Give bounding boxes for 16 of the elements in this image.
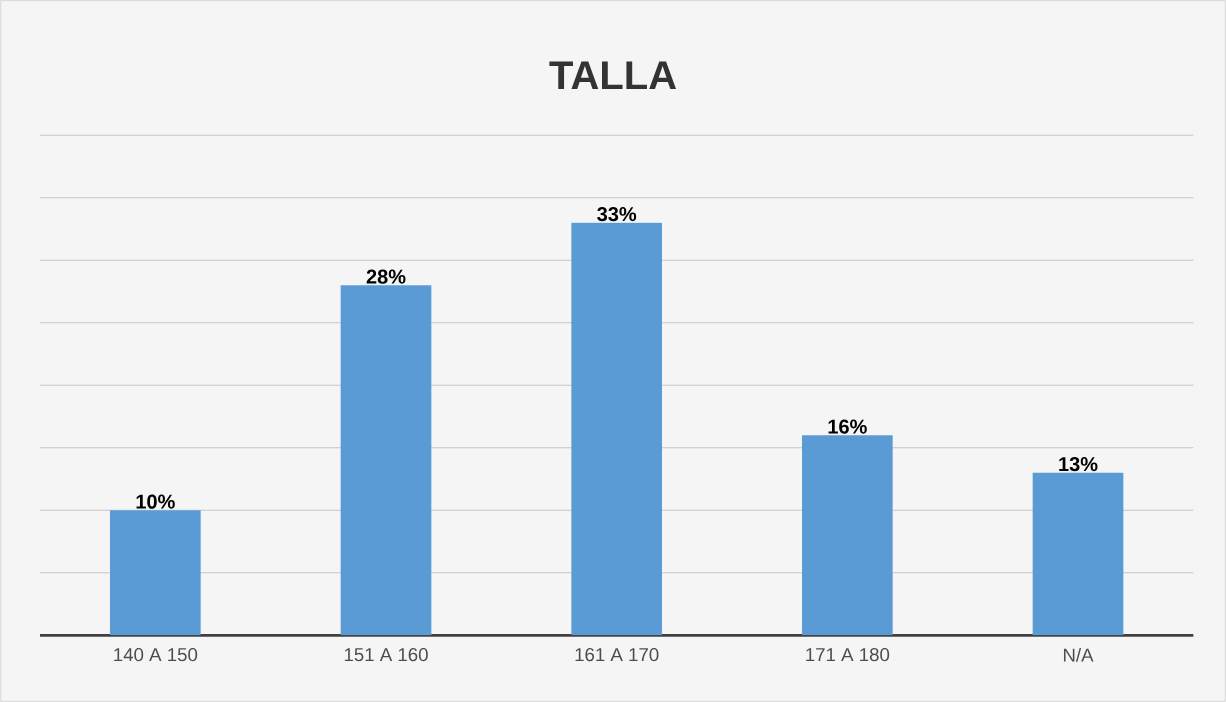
chart-title: TALLA	[549, 61, 677, 90]
x-tick-label: 171 A 180	[806, 648, 890, 662]
data-label: 28%	[366, 269, 406, 284]
data-label: 10%	[136, 494, 175, 509]
x-tick-label: 151 A 160	[344, 648, 428, 662]
x-tick-label: N/A	[1063, 648, 1094, 662]
bar	[571, 222, 663, 636]
data-label: 33%	[597, 207, 637, 222]
bar	[1032, 472, 1124, 636]
bar	[340, 285, 432, 636]
x-tick-label: 161 A 170	[575, 648, 659, 662]
bar	[802, 435, 893, 636]
data-label: 13%	[1059, 457, 1098, 472]
x-tick-label: 140 A 150	[114, 648, 198, 662]
data-label: 16%	[828, 419, 867, 434]
bar	[110, 510, 201, 636]
